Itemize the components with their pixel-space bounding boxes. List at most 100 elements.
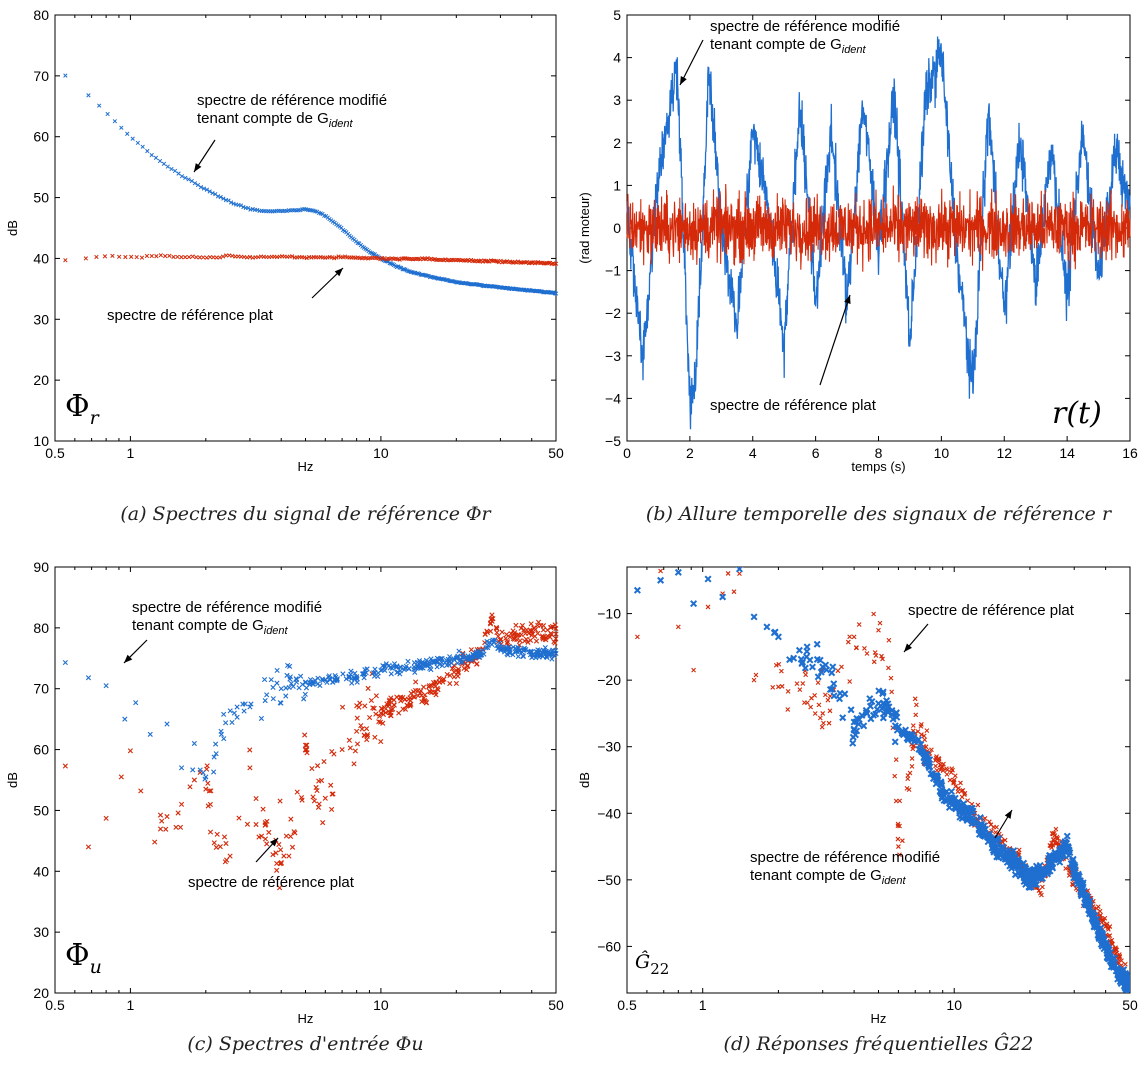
data-point xyxy=(218,194,223,200)
x-tick-label: 10 xyxy=(934,445,950,461)
data-point xyxy=(816,702,822,708)
data-point xyxy=(440,677,446,683)
data-point xyxy=(999,854,1007,862)
data-point xyxy=(895,836,901,842)
x-tick-label: 10 xyxy=(373,445,389,461)
data-point xyxy=(552,640,558,646)
data-point xyxy=(1110,962,1118,970)
data-point xyxy=(248,701,254,707)
data-point xyxy=(988,822,994,828)
data-point xyxy=(147,731,153,737)
x-axis-label: Hz xyxy=(298,459,314,474)
data-point xyxy=(436,675,442,681)
data-point xyxy=(519,622,526,629)
annotation-modified-arrow-head xyxy=(1004,810,1012,819)
data-point xyxy=(1026,874,1034,882)
data-point xyxy=(447,680,453,687)
data-point xyxy=(828,669,836,677)
data-point xyxy=(274,680,280,686)
data-point xyxy=(103,815,109,821)
data-point xyxy=(514,648,520,655)
data-point xyxy=(140,144,145,149)
data-point xyxy=(283,833,289,839)
data-point xyxy=(177,824,184,830)
y-tick-label: −60 xyxy=(597,938,621,954)
panel-symbol: Φu xyxy=(65,938,102,978)
data-point xyxy=(334,255,339,260)
data-point xyxy=(253,795,259,802)
data-point xyxy=(1059,850,1067,858)
x-tick-label: 1 xyxy=(127,997,135,1013)
data-point xyxy=(828,685,836,693)
data-point xyxy=(329,806,335,813)
data-point xyxy=(1039,874,1047,883)
data-point xyxy=(936,755,941,761)
data-point xyxy=(154,254,159,259)
data-point xyxy=(858,711,866,719)
data-point xyxy=(922,737,928,743)
annotation-flat-arrow-head xyxy=(904,643,912,652)
data-point xyxy=(103,683,109,689)
data-point xyxy=(127,748,133,754)
data-point xyxy=(504,640,510,646)
data-point xyxy=(851,634,857,640)
data-point xyxy=(1063,832,1071,840)
data-point xyxy=(296,685,302,691)
data-point xyxy=(892,709,900,717)
data-point xyxy=(751,677,757,683)
data-point xyxy=(950,767,955,773)
panel-symbol: r(t) xyxy=(1052,396,1102,431)
y-tick-label: 10 xyxy=(33,433,49,449)
annotation-modified-arrow-head xyxy=(124,654,133,663)
data-point xyxy=(324,679,330,686)
data-point xyxy=(304,750,310,756)
data-point xyxy=(264,841,270,847)
y-tick-label: 40 xyxy=(33,863,49,879)
data-point xyxy=(86,93,91,98)
data-point xyxy=(380,708,386,715)
data-point xyxy=(245,205,251,211)
data-point xyxy=(1049,856,1057,864)
data-point xyxy=(211,769,217,775)
data-point xyxy=(213,844,219,850)
data-point xyxy=(274,860,280,867)
data-point xyxy=(372,734,378,740)
y-tick-label: −10 xyxy=(597,606,621,622)
data-point xyxy=(169,166,174,172)
data-point xyxy=(234,714,240,720)
data-point xyxy=(553,291,559,296)
data-point xyxy=(483,645,489,651)
data-point xyxy=(839,664,844,670)
data-point xyxy=(479,652,485,658)
data-point xyxy=(920,750,928,758)
data-point xyxy=(302,691,308,697)
data-point xyxy=(948,770,954,775)
data-point xyxy=(211,754,217,760)
data-point xyxy=(214,255,219,260)
data-point xyxy=(376,719,382,725)
data-point xyxy=(1039,892,1044,898)
data-point xyxy=(484,629,490,636)
data-point xyxy=(1067,860,1075,868)
data-point xyxy=(190,254,195,259)
data-point xyxy=(145,148,150,154)
data-point xyxy=(431,682,437,688)
data-point xyxy=(770,685,776,690)
data-point xyxy=(310,794,316,800)
data-point xyxy=(417,660,423,666)
data-point xyxy=(194,255,199,260)
data-point xyxy=(460,659,466,665)
data-point xyxy=(533,655,539,661)
data-point xyxy=(514,632,521,638)
y-tick-label: 70 xyxy=(33,681,49,697)
data-point xyxy=(530,631,536,637)
data-point xyxy=(258,715,264,722)
data-point xyxy=(895,823,901,829)
data-point xyxy=(763,623,771,631)
data-point xyxy=(288,816,294,822)
data-point xyxy=(391,661,398,667)
y-tick-label: −2 xyxy=(605,305,621,321)
data-point xyxy=(1107,924,1113,929)
data-point xyxy=(387,710,394,716)
